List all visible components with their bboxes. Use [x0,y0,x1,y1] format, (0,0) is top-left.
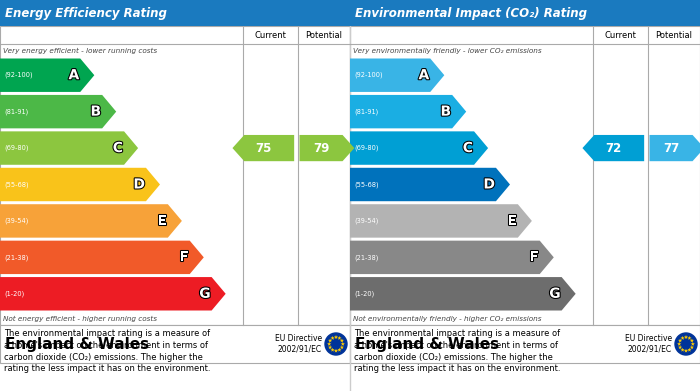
Bar [350,26,700,325]
Text: Environmental Impact (CO₂) Rating: Environmental Impact (CO₂) Rating [355,7,587,20]
Polygon shape [350,277,575,310]
Bar [0,325,350,363]
Polygon shape [330,348,335,352]
Text: G: G [199,287,211,301]
Text: 75: 75 [255,142,272,154]
Polygon shape [680,336,685,340]
Polygon shape [678,345,682,349]
Polygon shape [350,95,466,128]
Polygon shape [0,277,225,310]
Text: Not energy efficient - higher running costs: Not energy efficient - higher running co… [3,316,157,321]
Text: Very environmentally friendly - lower CO₂ emissions: Very environmentally friendly - lower CO… [353,47,542,54]
Text: D: D [134,178,145,192]
Text: Very energy efficient - lower running costs: Very energy efficient - lower running co… [3,47,157,54]
Text: England & Wales: England & Wales [5,337,149,352]
Text: Current: Current [604,30,636,39]
Text: E: E [508,214,517,228]
Text: B: B [440,105,452,118]
Text: 72: 72 [606,142,622,154]
Text: 77: 77 [663,142,679,154]
Text: B: B [90,105,101,118]
Text: (92-100): (92-100) [4,72,33,79]
Polygon shape [232,135,294,161]
Text: The environmental impact rating is a measure of
a home's impact on the environme: The environmental impact rating is a mea… [354,329,561,373]
Polygon shape [350,131,488,165]
Text: Potential: Potential [305,30,342,39]
Polygon shape [350,204,532,238]
Polygon shape [0,204,182,238]
Polygon shape [327,342,331,346]
Text: Not environmentally friendly - higher CO₂ emissions: Not environmentally friendly - higher CO… [353,316,542,321]
Bar [350,325,700,363]
Text: (1-20): (1-20) [354,291,374,297]
Text: Current: Current [254,30,286,39]
Bar [0,0,350,26]
Polygon shape [330,336,335,340]
Text: (69-80): (69-80) [4,145,29,151]
Text: (55-68): (55-68) [354,181,379,188]
Text: C: C [113,141,123,155]
Text: (1-20): (1-20) [4,291,25,297]
Polygon shape [340,345,344,349]
Text: (21-38): (21-38) [354,254,379,261]
Polygon shape [341,342,345,346]
Text: G: G [550,287,561,301]
Text: England & Wales: England & Wales [355,337,499,352]
Polygon shape [0,240,204,274]
Circle shape [675,333,697,355]
Text: Potential: Potential [655,30,692,39]
Polygon shape [337,348,342,352]
Text: A: A [419,68,429,82]
Polygon shape [328,345,332,349]
Polygon shape [334,349,338,353]
Text: EU Directive
2002/91/EC: EU Directive 2002/91/EC [625,334,672,354]
Bar [0,26,350,325]
Polygon shape [0,168,160,201]
Polygon shape [0,95,116,128]
Polygon shape [650,135,700,161]
Text: EU Directive
2002/91/EC: EU Directive 2002/91/EC [275,334,322,354]
Text: A: A [69,68,79,82]
Polygon shape [680,348,685,352]
Polygon shape [350,168,510,201]
Polygon shape [350,59,444,92]
Text: (39-54): (39-54) [354,218,379,224]
Polygon shape [684,335,688,339]
Polygon shape [300,135,354,161]
Text: D: D [484,178,495,192]
Polygon shape [340,338,344,343]
Polygon shape [687,348,692,352]
Polygon shape [0,59,94,92]
Text: The environmental impact rating is a measure of
a home's impact on the environme: The environmental impact rating is a mea… [4,329,211,373]
Polygon shape [678,338,682,343]
Text: (81-91): (81-91) [354,108,378,115]
Polygon shape [691,342,695,346]
Polygon shape [328,338,332,343]
Polygon shape [690,345,694,349]
Text: (55-68): (55-68) [4,181,29,188]
Text: (69-80): (69-80) [354,145,379,151]
Text: F: F [529,250,539,264]
Text: Energy Efficiency Rating: Energy Efficiency Rating [5,7,167,20]
Polygon shape [0,131,138,165]
Bar [350,0,700,26]
Text: (21-38): (21-38) [4,254,29,261]
Circle shape [325,333,347,355]
Polygon shape [334,335,338,339]
Polygon shape [337,336,342,340]
Text: E: E [158,214,167,228]
Text: (92-100): (92-100) [354,72,383,79]
Polygon shape [684,349,688,353]
Text: C: C [463,141,473,155]
Text: F: F [179,250,189,264]
Polygon shape [687,336,692,340]
Polygon shape [690,338,694,343]
Text: 79: 79 [313,142,329,154]
Polygon shape [582,135,644,161]
Polygon shape [677,342,681,346]
Text: (39-54): (39-54) [4,218,29,224]
Polygon shape [350,240,554,274]
Text: (81-91): (81-91) [4,108,28,115]
